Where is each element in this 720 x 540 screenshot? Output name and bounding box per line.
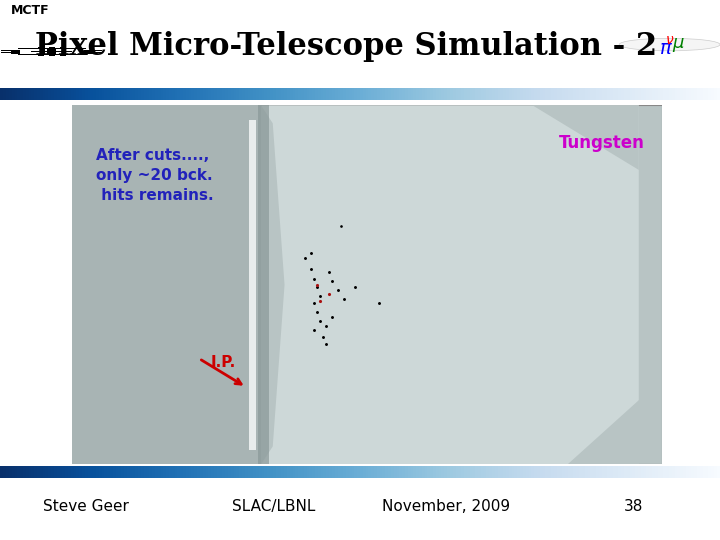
Text: Tungsten: Tungsten bbox=[559, 134, 644, 152]
Text: $\pi$: $\pi$ bbox=[659, 39, 673, 58]
Bar bbox=[249, 120, 256, 450]
Bar bbox=[37, 47, 44, 48]
Bar bbox=[18, 54, 86, 56]
Bar bbox=[18, 48, 86, 49]
Text: 38: 38 bbox=[624, 499, 643, 514]
Bar bbox=[72, 105, 261, 464]
Bar bbox=[93, 50, 102, 51]
Circle shape bbox=[619, 38, 720, 51]
Bar bbox=[60, 47, 66, 48]
Bar bbox=[11, 50, 20, 53]
Bar bbox=[49, 47, 55, 48]
Bar bbox=[93, 52, 102, 53]
Bar bbox=[48, 49, 56, 54]
Bar bbox=[84, 50, 93, 53]
Bar bbox=[258, 105, 269, 464]
Text: Pixel Micro-Telescope Simulation - 2: Pixel Micro-Telescope Simulation - 2 bbox=[35, 31, 657, 62]
Bar bbox=[1, 52, 11, 53]
Text: SLAC/LBNL: SLAC/LBNL bbox=[232, 499, 315, 514]
Text: $\mu$: $\mu$ bbox=[672, 36, 685, 53]
Bar bbox=[31, 51, 73, 52]
Text: Steve Geer: Steve Geer bbox=[43, 499, 130, 514]
Text: $\nu$: $\nu$ bbox=[665, 33, 675, 47]
Polygon shape bbox=[261, 105, 639, 464]
Text: I.P.: I.P. bbox=[211, 355, 236, 369]
Text: After cuts....,
only ~20 bck.
 hits remains.: After cuts...., only ~20 bck. hits remai… bbox=[96, 148, 213, 203]
Bar bbox=[1, 50, 11, 51]
Text: November, 2009: November, 2009 bbox=[382, 499, 510, 514]
Polygon shape bbox=[533, 105, 639, 170]
Text: MCTF: MCTF bbox=[11, 4, 50, 17]
Polygon shape bbox=[568, 400, 639, 464]
